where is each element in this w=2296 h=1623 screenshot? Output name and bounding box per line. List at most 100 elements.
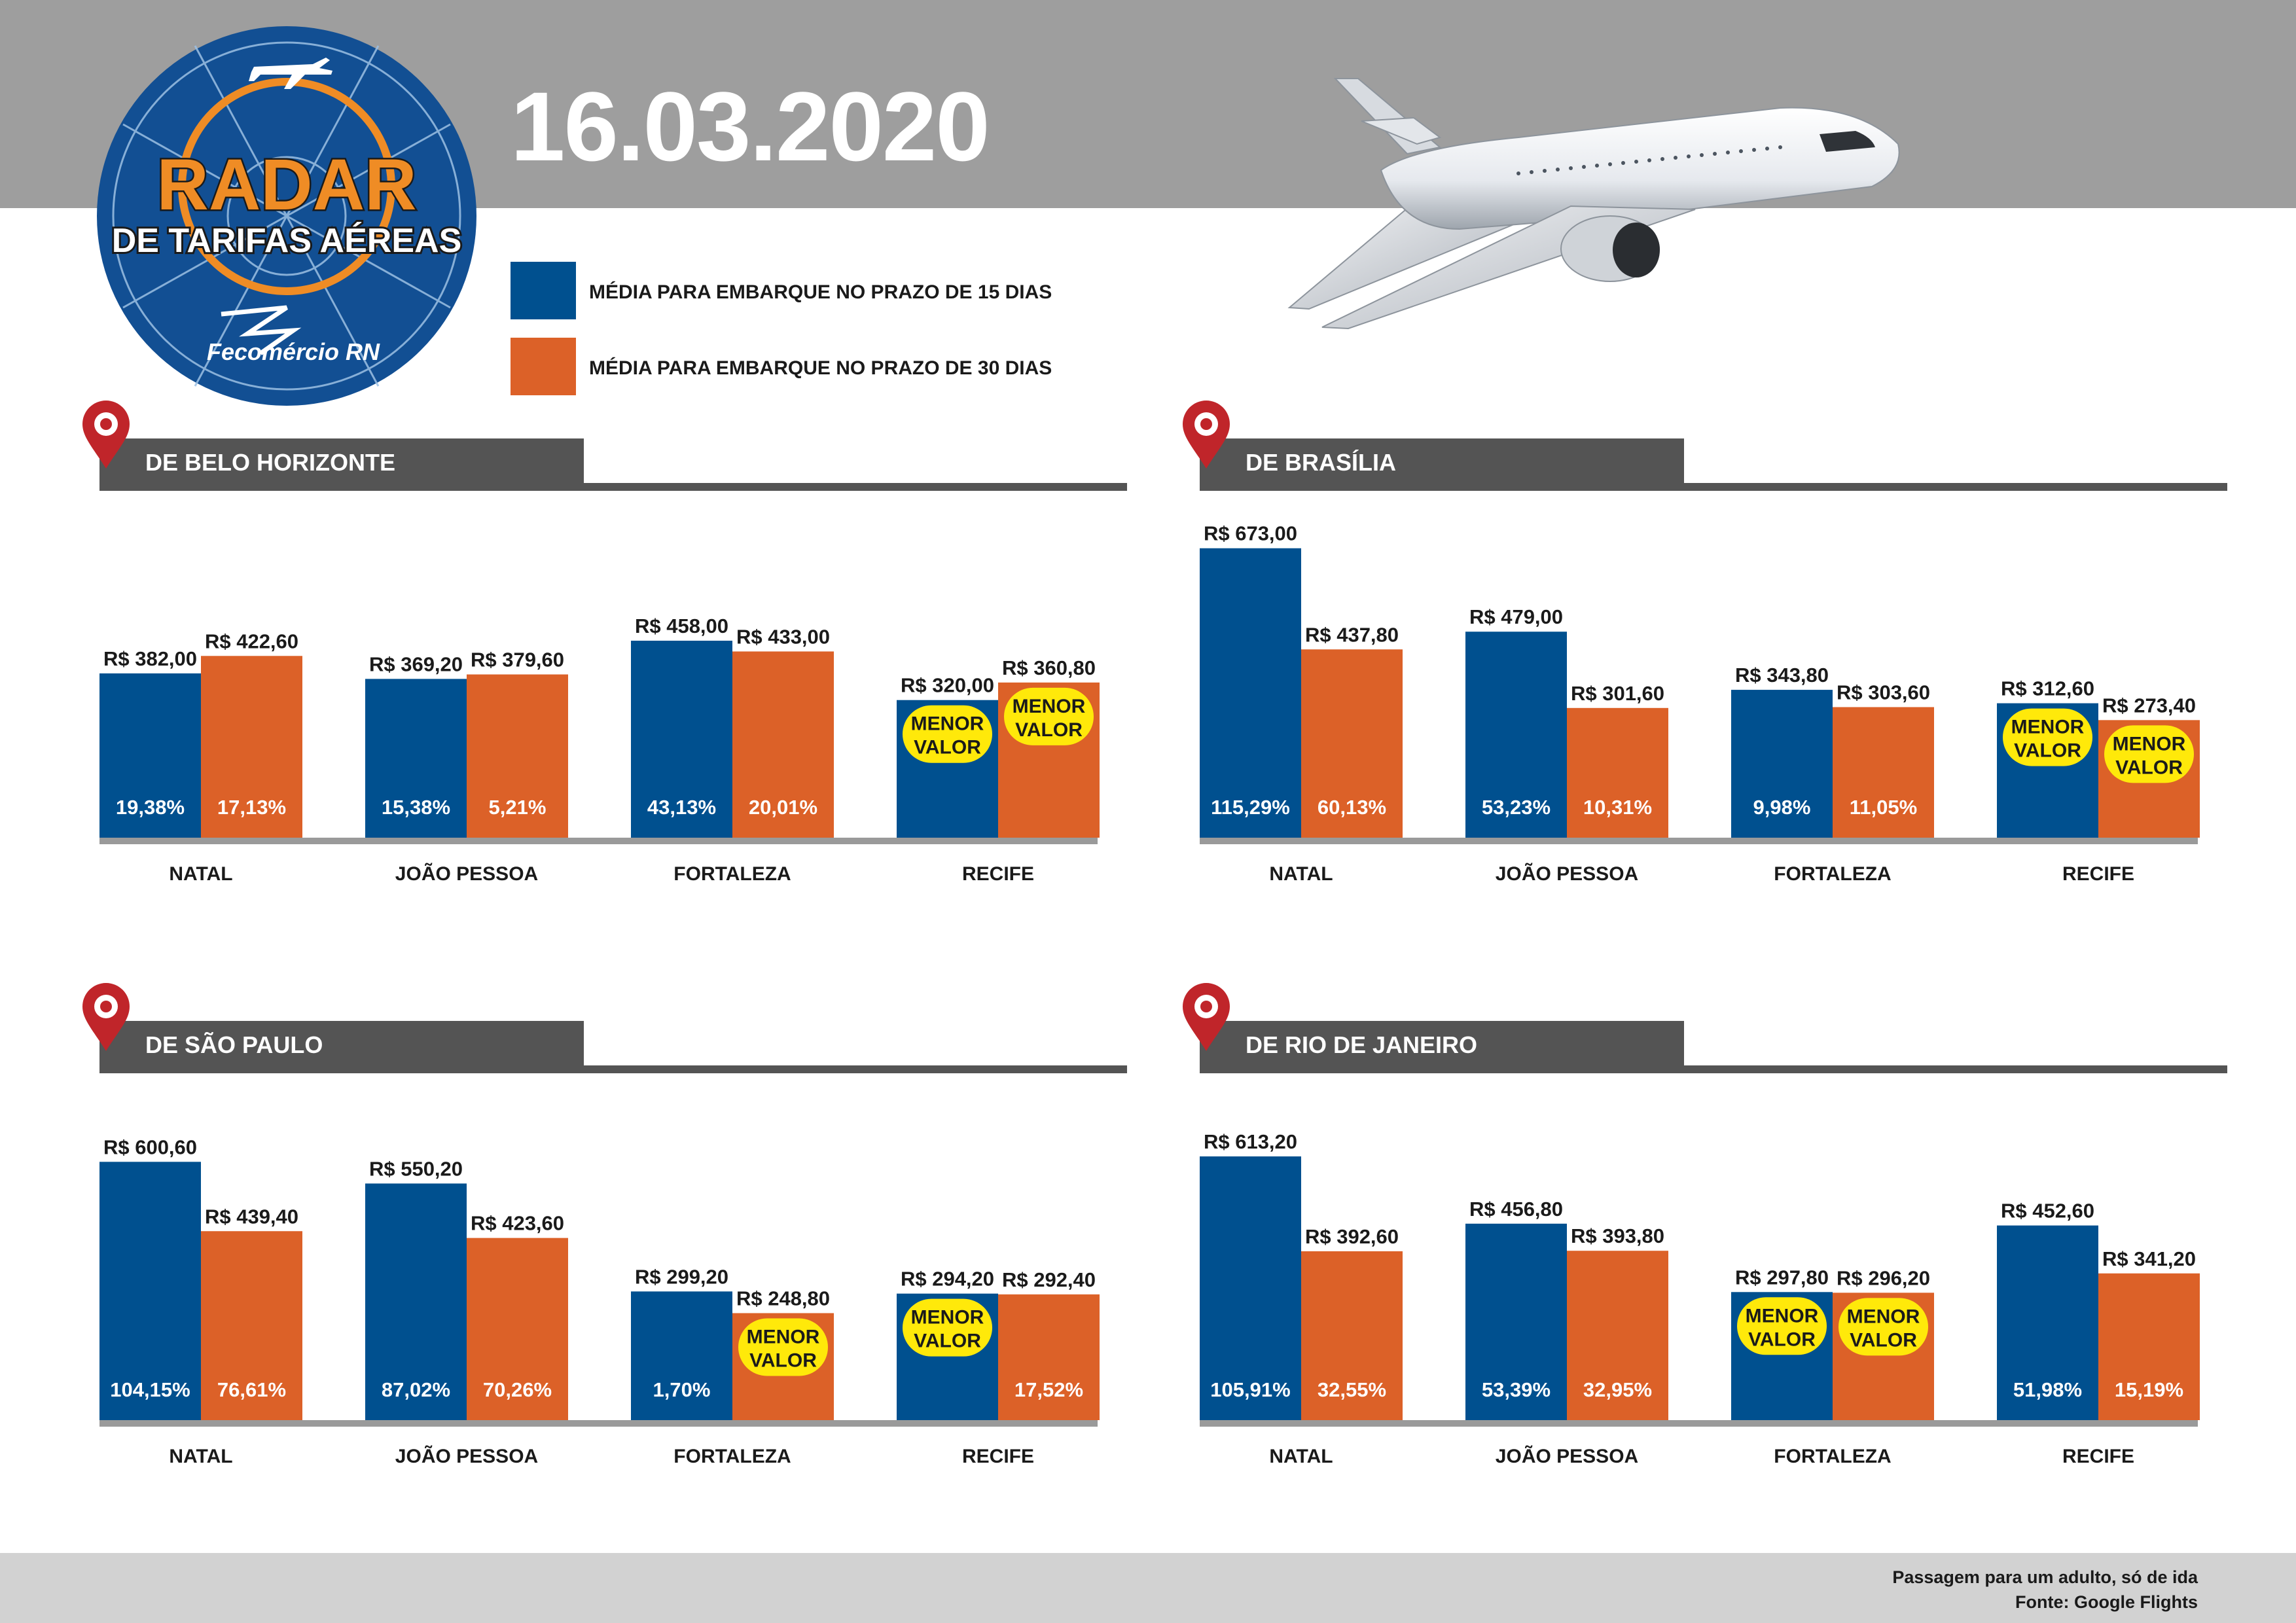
bar-recife-30-days	[2098, 1273, 2200, 1420]
data-label-percent: 20,01%	[749, 796, 817, 819]
x-axis-line	[1200, 838, 2198, 844]
data-label-value: R$ 312,60	[2001, 677, 2094, 700]
badge-text: MENOR	[1847, 1306, 1920, 1327]
bar-natal-30-days	[1301, 649, 1403, 838]
category-label: JOÃO PESSOA	[1496, 1445, 1638, 1467]
category-label: RECIFE	[962, 1446, 1034, 1467]
bar-natal-15-days	[1200, 1156, 1301, 1420]
bar-joao-pessoa-15-days	[1465, 1223, 1567, 1420]
data-label-percent: 43,13%	[647, 796, 716, 819]
bar-natal-15-days	[1200, 548, 1301, 838]
badge-text: MENOR	[747, 1327, 820, 1348]
data-label-percent: 51,98%	[2013, 1378, 2082, 1401]
data-label-percent: 105,91%	[1210, 1378, 1290, 1401]
location-pin-icon	[82, 983, 130, 1051]
data-label-value: R$ 296,20	[1837, 1266, 1930, 1289]
category-label: JOÃO PESSOA	[395, 863, 538, 885]
badge-text: MENOR	[2011, 717, 2085, 738]
legend-swatch-orange	[511, 338, 576, 395]
panel-title: DE BRASÍLIA	[1246, 449, 1397, 476]
data-label-value: R$ 422,60	[205, 630, 298, 652]
category-label: NATAL	[169, 863, 232, 885]
data-label-percent: 60,13%	[1318, 796, 1386, 819]
data-label-value: R$ 613,20	[1204, 1130, 1297, 1153]
data-label-value: R$ 301,60	[1571, 682, 1664, 705]
badge-text: VALOR	[914, 737, 981, 758]
data-label-value: R$ 456,80	[1469, 1198, 1563, 1221]
badge-text: MENOR	[1746, 1305, 1819, 1327]
badge-text: VALOR	[1748, 1329, 1816, 1350]
data-label-value: R$ 369,20	[369, 652, 463, 675]
bar-joao-pessoa-30-days	[1567, 707, 1668, 838]
data-label-value: R$ 600,60	[103, 1135, 197, 1158]
data-label-value: R$ 673,00	[1204, 522, 1297, 545]
lowest-price-badge	[1839, 1298, 1928, 1356]
fare-chart-sao-paulo: R$ 600,60 104,15% R$ 439,40 76,61% NATAL R$ 5…	[99, 1135, 1100, 1467]
data-label-value: R$ 433,00	[736, 625, 830, 648]
lowest-price-badge	[903, 705, 992, 763]
data-label-percent: 53,23%	[1482, 796, 1551, 819]
footer-note: Passagem para um adulto, só de ida	[1892, 1567, 2198, 1587]
category-label: RECIFE	[2062, 863, 2134, 885]
data-label-value: R$ 479,00	[1469, 605, 1563, 628]
bar-recife-15-days	[1997, 1225, 2098, 1420]
footer-band: Passagem para um adulto, só de ida Fonte…	[0, 1553, 2296, 1623]
category-label: JOÃO PESSOA	[395, 1445, 538, 1467]
data-label-value: R$ 379,60	[471, 649, 564, 671]
panel-title: DE RIO DE JANEIRO	[1246, 1031, 1478, 1058]
bar-joao-pessoa-15-days	[365, 679, 467, 838]
data-label-percent: 17,52%	[1014, 1378, 1083, 1401]
data-label-percent: 17,13%	[217, 796, 286, 819]
data-label-percent: 87,02%	[382, 1378, 450, 1401]
data-label-percent: 5,21%	[489, 796, 547, 819]
panel-rio-de-janeiro: DE RIO DE JANEIRO R$ 613,20 105,91% R$ 392…	[1183, 982, 2227, 1505]
lowest-price-badge	[2003, 708, 2092, 766]
bar-joao-pessoa-30-days	[467, 674, 568, 838]
category-label: NATAL	[1269, 1446, 1333, 1467]
lowest-price-badge	[903, 1298, 992, 1357]
category-label: FORTALEZA	[1774, 1446, 1891, 1467]
badge-text: VALOR	[1850, 1329, 1917, 1351]
badge-text: MENOR	[911, 713, 984, 735]
data-label-value: R$ 360,80	[1002, 656, 1096, 679]
fare-chart-brasilia: R$ 673,00 115,29% R$ 437,80 60,13% NATAL R$ 4…	[1200, 522, 2200, 885]
bar-fortaleza-15-days	[631, 1291, 732, 1420]
data-label-value: R$ 303,60	[1837, 681, 1930, 704]
footer-source: Fonte: Google Flights	[2015, 1592, 2198, 1612]
radar-logo: RADAR DE TARIFAS AÉREAS Fecomércio RN	[97, 26, 476, 406]
bar-joao-pessoa-30-days	[1567, 1251, 1668, 1420]
bar-natal-30-days	[1301, 1251, 1403, 1420]
bar-fortaleza-15-days	[1731, 690, 1833, 838]
data-label-value: R$ 382,00	[103, 647, 197, 670]
panel-header: DE SÃO PAULO	[99, 1021, 1127, 1073]
data-label-value: R$ 320,00	[901, 674, 994, 697]
panel-header: DE BRASÍLIA	[1200, 438, 2227, 491]
plane-icon	[249, 58, 332, 89]
bar-natal-30-days	[201, 656, 302, 838]
data-label-percent: 32,55%	[1318, 1378, 1386, 1401]
panel-title: DE BELO HORIZONTE	[145, 449, 396, 476]
category-label: JOÃO PESSOA	[1496, 863, 1638, 885]
data-label-value: R$ 439,40	[205, 1205, 298, 1228]
category-label: NATAL	[169, 1446, 232, 1467]
badge-text: MENOR	[911, 1307, 984, 1329]
bar-joao-pessoa-15-days	[365, 1183, 467, 1420]
badge-text: MENOR	[2113, 733, 2186, 755]
panel-title: DE SÃO PAULO	[145, 1031, 323, 1058]
location-pin-icon	[1183, 983, 1230, 1051]
badge-text: VALOR	[914, 1330, 981, 1352]
logo-subtitle: DE TARIFAS AÉREAS	[112, 222, 462, 260]
data-label-percent: 10,31%	[1583, 796, 1652, 819]
data-label-value: R$ 297,80	[1735, 1266, 1829, 1289]
bar-joao-pessoa-15-days	[1465, 632, 1567, 838]
data-label-value: R$ 343,80	[1735, 664, 1829, 687]
data-label-percent: 19,38%	[116, 796, 185, 819]
data-label-percent: 11,05%	[1850, 796, 1917, 819]
brand-mark-icon	[221, 305, 302, 355]
badge-text: VALOR	[2014, 740, 2081, 762]
lowest-price-badge	[1004, 687, 1094, 745]
lowest-price-badge	[738, 1318, 828, 1376]
data-label-percent: 53,39%	[1482, 1378, 1551, 1401]
x-axis-line	[99, 1420, 1098, 1427]
data-label-percent: 115,29%	[1211, 796, 1290, 819]
